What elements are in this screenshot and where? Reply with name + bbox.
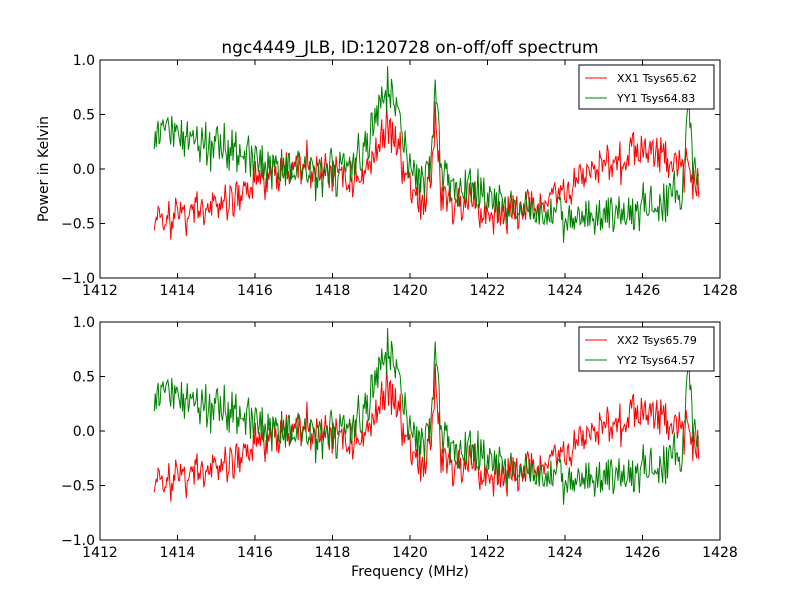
x-tick-label: 1424 xyxy=(547,283,583,299)
x-tick-label: 1412 xyxy=(82,283,118,299)
legend: XX1 Tsys65.62 YY1 Tsys64.83 xyxy=(578,64,715,110)
x-axis-label: Frequency (MHz) xyxy=(351,564,469,580)
series-line-yy2 xyxy=(153,328,700,505)
y-tick-label: 0.5 xyxy=(73,370,95,386)
y-tick-label: −0.5 xyxy=(61,479,95,495)
x-tick-label: 1414 xyxy=(160,283,196,299)
y-tick-label: −1.0 xyxy=(61,271,95,287)
y-tick-label: 1.0 xyxy=(73,53,95,69)
legend-entry-label: XX2 Tsys65.79 xyxy=(617,334,697,347)
x-tick-label: 1412 xyxy=(82,545,118,561)
x-tick-label: 1420 xyxy=(392,545,428,561)
y-tick-label: 0.0 xyxy=(73,424,95,440)
chart-title: ngc4449_JLB, ID:120728 on-off/off spectr… xyxy=(221,38,598,58)
x-tick-label: 1420 xyxy=(392,283,428,299)
legend: XX2 Tsys65.79 YY2 Tsys64.57 xyxy=(578,326,715,372)
y-tick-label: 1.0 xyxy=(73,315,95,331)
x-tick-label: 1428 xyxy=(702,283,738,299)
y-tick-label: 0.5 xyxy=(73,108,95,124)
y-axis-label: Power in Kelvin xyxy=(36,116,52,222)
lower-spectrum-panel: 1412 1414 1416 1418 1420 1422 1424 1426 1428 −1.0… xyxy=(61,315,738,561)
series-line-yy1 xyxy=(153,66,700,243)
x-tick-label: 1426 xyxy=(625,545,661,561)
x-tick-label: 1416 xyxy=(237,545,273,561)
x-tick-label: 1426 xyxy=(625,283,661,299)
series-line-xx2 xyxy=(153,363,700,502)
legend-box xyxy=(578,326,715,372)
x-tick-label: 1422 xyxy=(470,283,506,299)
x-tick-label: 1418 xyxy=(315,283,351,299)
x-tick-label: 1424 xyxy=(547,545,583,561)
series-group xyxy=(153,328,700,505)
legend-entry-label: XX1 Tsys65.62 xyxy=(617,72,697,85)
legend-entry-label: YY2 Tsys64.57 xyxy=(616,354,695,367)
upper-spectrum-panel: 1412 1414 1416 1418 1420 1422 1424 1426 1428 −1.0… xyxy=(61,53,738,299)
y-tick-label: 0.0 xyxy=(73,162,95,178)
y-tick-label: −0.5 xyxy=(61,217,95,233)
legend-entry-label: YY1 Tsys64.83 xyxy=(616,92,695,105)
y-tick-label: −1.0 xyxy=(61,533,95,549)
x-tick-label: 1422 xyxy=(470,545,506,561)
x-tick-label: 1416 xyxy=(237,283,273,299)
series-line-xx1 xyxy=(153,101,700,240)
series-group xyxy=(153,66,700,243)
x-tick-label: 1428 xyxy=(702,545,738,561)
x-tick-label: 1414 xyxy=(160,545,196,561)
legend-box xyxy=(578,64,715,110)
x-tick-label: 1418 xyxy=(315,545,351,561)
